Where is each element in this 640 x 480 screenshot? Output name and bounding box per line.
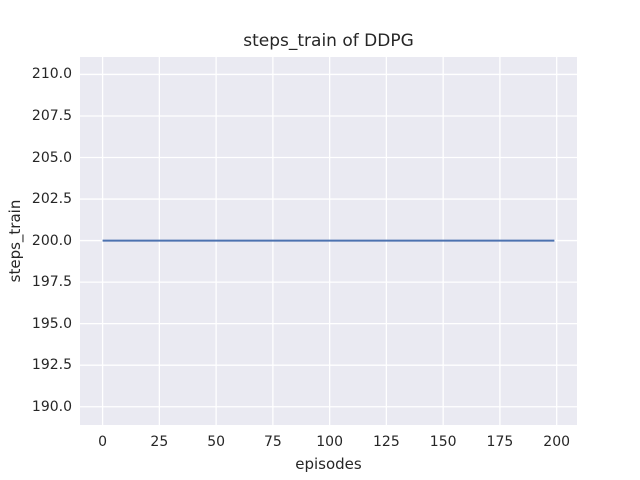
- y-tick-label: 202.5: [31, 191, 72, 208]
- x-tick-label: 0: [98, 434, 108, 450]
- x-tick-label: 100: [316, 434, 343, 450]
- y-tick-label: 207.5: [31, 107, 72, 124]
- x-tick-label: 200: [543, 434, 571, 450]
- y-tick-label: 205.0: [31, 149, 72, 166]
- y-tick-label: 190.0: [31, 398, 72, 415]
- x-tick-label: 175: [486, 434, 514, 450]
- y-tick-label: 192.5: [31, 357, 72, 374]
- chart-title: steps_train of DDPG: [243, 31, 414, 51]
- plot-area: [80, 57, 577, 425]
- x-tick-label: 125: [373, 434, 400, 450]
- y-tick-label: 210.0: [31, 66, 72, 83]
- y-tick-label: 195.0: [31, 315, 72, 332]
- y-tick-label: 200.0: [31, 232, 72, 249]
- plot-canvas: [80, 57, 577, 425]
- x-tick-label: 150: [429, 434, 457, 450]
- x-axis-label: episodes: [295, 455, 362, 473]
- y-tick-label: 197.5: [31, 274, 72, 291]
- x-tick-label: 75: [263, 434, 282, 450]
- x-tick-label: 50: [207, 434, 226, 450]
- x-tick-label: 25: [150, 434, 169, 450]
